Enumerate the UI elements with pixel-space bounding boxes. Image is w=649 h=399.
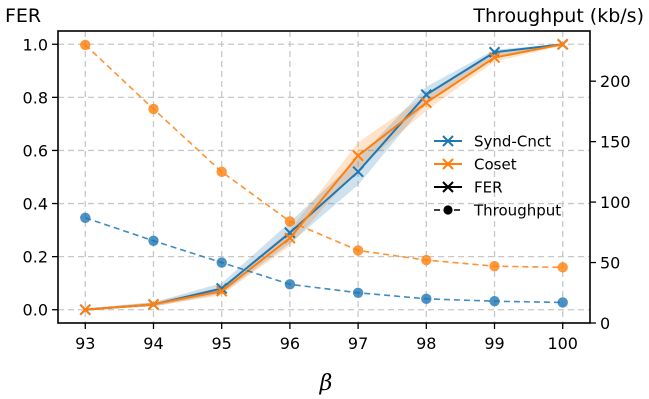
coset-fer-point [215, 285, 228, 297]
x-tick-label: 97 [348, 334, 368, 353]
left-y-tick-label: 0.8 [23, 88, 48, 107]
synd-cnct-throughput-point [352, 287, 364, 298]
coset-fer-point-stroke [488, 51, 501, 64]
right-y-tick-label: 0 [600, 314, 610, 333]
left-axis-title: FER [5, 5, 41, 27]
coset-fer-point-stroke [352, 150, 364, 162]
right-axis-title: Throughput (kb/s) [472, 5, 644, 27]
synd-cnct-fer-point-stroke [352, 165, 364, 178]
coset-throughput-point [489, 260, 500, 272]
left-y-tick-label: 0.6 [23, 141, 48, 160]
coset-fer-point-stroke [147, 298, 160, 311]
coset-throughput-point [216, 166, 227, 178]
left-y-tick-label: 0.0 [23, 301, 48, 320]
legend-swatch-marker [442, 135, 454, 147]
legend-swatch-marker-stroke [442, 135, 454, 147]
coset-throughput-point [148, 103, 159, 115]
legend-label: FER [474, 179, 503, 197]
legend-label: Coset [474, 156, 517, 174]
coset-fer-point [488, 51, 501, 64]
left-y-tick-label: 0.2 [23, 248, 48, 267]
coset-fer-point [352, 150, 364, 162]
legend-swatch-marker-stroke [442, 158, 454, 170]
legend-swatch-marker [442, 181, 454, 193]
coset-fer-point [284, 232, 296, 244]
right-y-tick-label: 200 [600, 72, 631, 91]
legend-swatch-marker-stroke [442, 181, 454, 193]
coset-fer-point [420, 96, 433, 109]
right-y-tick-label: 50 [600, 254, 620, 273]
synd-cnct-throughput-point [284, 279, 296, 290]
x-tick-label: 100 [547, 334, 578, 353]
synd-cnct-throughput-point [489, 296, 500, 307]
coset-fer-line [85, 43, 563, 311]
coset-fer-point-stroke [215, 285, 228, 297]
x-axis-title: β [319, 371, 333, 396]
coset-fer-point-stroke [420, 96, 433, 109]
coset-fer-point [79, 304, 91, 316]
plot-frame [57, 30, 591, 324]
coset-throughput-point [421, 254, 432, 266]
legend-entry: Coset [434, 156, 517, 174]
synd-cnct-throughput-point [148, 235, 159, 246]
coset-throughput-point [352, 245, 364, 256]
coset-fer-point-stroke [557, 38, 569, 50]
coset-fer-point-stroke [79, 304, 91, 316]
x-tick-label: 96 [280, 334, 300, 353]
coset-throughput-point [284, 216, 296, 227]
legend-swatch-marker [442, 158, 454, 170]
coset-throughput-point [557, 262, 568, 273]
coset-throughput-point [80, 39, 91, 51]
x-tick-label: 99 [484, 334, 504, 353]
synd-cnct-throughput-point [80, 212, 91, 224]
x-tick-label: 98 [416, 334, 436, 353]
legend-entry: Synd-Cnct [434, 133, 551, 151]
legend-entry: FER [434, 179, 503, 197]
left-y-tick-label: 0.4 [23, 195, 48, 214]
legend-label: Synd-Cnct [474, 133, 551, 151]
ticks: 93 94 95 96 97 98 99 100 0.0 0.2 0.4 0.6 0.8 1.0 0 50 10… [23, 35, 631, 353]
coset-fer-point [557, 38, 569, 50]
legend-label: Throughput [473, 202, 561, 220]
legend-swatch-marker [443, 205, 453, 215]
right-y-tick-label: 150 [600, 133, 631, 152]
x-tick-label: 94 [143, 334, 163, 353]
right-y-tick-label: 100 [600, 193, 631, 212]
coset-fer-point-stroke [284, 232, 296, 244]
synd-cnct-throughput-point [557, 297, 568, 308]
left-y-tick-label: 1.0 [23, 35, 48, 54]
series-lines [79, 38, 569, 316]
x-tick-label: 95 [212, 334, 232, 353]
coset-fer-point [147, 298, 160, 311]
grid [58, 31, 590, 323]
legend: Synd-Cnct Coset FER Throughput [434, 133, 561, 220]
coset-throughput-line [84, 44, 563, 269]
legend-entry: Throughput [434, 202, 561, 220]
synd-cnct-throughput-point [216, 257, 227, 268]
synd-cnct-throughput-line [85, 217, 563, 304]
synd-cnct-throughput-point [421, 293, 432, 305]
synd-cnct-fer-point [352, 165, 364, 178]
x-tick-label: 93 [75, 334, 95, 353]
